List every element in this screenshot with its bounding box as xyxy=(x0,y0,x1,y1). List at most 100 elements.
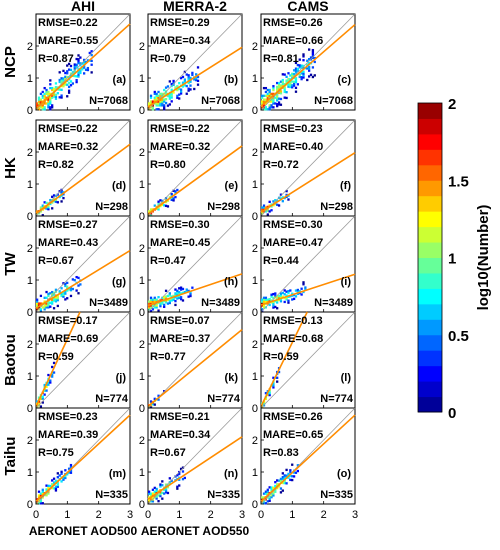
density-cell xyxy=(163,303,166,307)
density-cell xyxy=(39,405,43,408)
density-cell xyxy=(270,301,273,304)
density-cell xyxy=(266,213,269,216)
density-cell xyxy=(178,81,181,85)
density-cell xyxy=(49,100,52,103)
density-cell xyxy=(168,299,171,303)
regression-line xyxy=(35,143,131,215)
stat-label: RMSE=0.21 xyxy=(150,411,210,423)
density-cell xyxy=(264,492,268,495)
panel: 0 1 2 RMSE=0.23 MARE=0.39 R=0.75 (m) N=335 xyxy=(27,407,131,511)
one-to-one-line xyxy=(35,311,131,409)
density-cell xyxy=(168,103,171,106)
density-cell xyxy=(73,71,76,74)
y-tick-label: 0 xyxy=(252,403,258,415)
density-cell xyxy=(155,489,158,493)
density-cell xyxy=(149,304,153,307)
density-cell xyxy=(153,92,156,96)
density-cell xyxy=(183,78,186,81)
density-cell xyxy=(264,90,268,94)
density-cell xyxy=(262,502,266,505)
density-cell xyxy=(52,89,56,92)
density-cell xyxy=(181,287,185,291)
density-cell xyxy=(43,86,46,90)
density-cell xyxy=(268,92,271,96)
density-cell xyxy=(168,95,171,98)
density-cell xyxy=(149,400,153,403)
density-cell xyxy=(266,96,269,99)
density-cell xyxy=(73,65,76,68)
density-cell xyxy=(179,298,183,301)
density-cell xyxy=(54,485,58,488)
density-cell xyxy=(49,484,52,488)
density-cell xyxy=(51,195,54,198)
density-cell xyxy=(287,198,290,201)
density-cell xyxy=(296,292,299,295)
density-cell xyxy=(308,61,311,65)
density-cell xyxy=(49,106,52,109)
density-cell xyxy=(264,397,268,401)
density-cell xyxy=(157,309,160,312)
density-cell xyxy=(90,63,93,66)
density-cell xyxy=(163,204,166,207)
density-cell xyxy=(277,370,281,374)
panel-grid: 012RMSE=0.22MARE=0.55R=0.87(a)N=7068012R… xyxy=(27,13,356,511)
density-cell xyxy=(308,69,311,72)
stat-label: R=0.44 xyxy=(263,255,300,267)
x-tick-label: 2 xyxy=(96,509,102,521)
density-cell xyxy=(37,96,41,99)
density-cell xyxy=(69,469,73,473)
density-cell xyxy=(153,306,156,309)
density-cell xyxy=(67,288,71,291)
density-cell xyxy=(83,72,86,75)
stat-label: R=0.82 xyxy=(38,159,74,171)
density-cell xyxy=(37,98,41,101)
stat-label: MARE=0.45 xyxy=(150,237,210,249)
density-cell xyxy=(41,214,44,217)
density-cell xyxy=(294,80,298,84)
density-cell xyxy=(43,94,46,97)
y-tick-label: 1 xyxy=(252,73,258,85)
density-cell xyxy=(281,477,284,481)
density-cell xyxy=(148,500,151,503)
one-to-one-line xyxy=(147,119,243,217)
density-cell xyxy=(60,94,63,97)
density-cell xyxy=(164,204,168,208)
density-cell xyxy=(294,77,298,80)
density-cell xyxy=(268,497,271,501)
density-cell xyxy=(155,306,158,309)
density-cell xyxy=(170,92,173,95)
density-cell xyxy=(277,97,281,100)
density-cell xyxy=(54,200,58,203)
density-cell xyxy=(193,87,196,91)
density-cell xyxy=(270,94,273,97)
density-cell xyxy=(174,299,177,303)
density-cell xyxy=(149,406,153,409)
density-cell xyxy=(261,102,264,105)
density-cell xyxy=(153,397,156,401)
density-cell xyxy=(64,77,67,80)
density-cell xyxy=(268,495,271,499)
density-cell xyxy=(189,294,192,298)
y-tick-label: 2 xyxy=(252,243,258,255)
density-cell xyxy=(47,302,50,305)
density-cell xyxy=(268,499,271,502)
density-cell xyxy=(47,300,50,303)
density-cell xyxy=(52,361,56,365)
density-cell xyxy=(41,401,44,404)
density-cell xyxy=(189,80,192,83)
density-cell xyxy=(157,104,160,107)
density-cell xyxy=(41,106,44,109)
density-cell xyxy=(170,96,173,99)
stat-label: MARE=0.39 xyxy=(38,429,98,441)
sample-count: N=298 xyxy=(207,201,240,213)
density-cell xyxy=(159,204,162,208)
density-cell xyxy=(311,75,315,79)
density-cell xyxy=(261,304,264,307)
density-cell xyxy=(291,294,294,297)
density-cell xyxy=(58,88,61,91)
density-cell xyxy=(54,86,58,89)
density-cell xyxy=(90,50,93,53)
density-cell xyxy=(157,398,160,401)
x-tick-label: 1 xyxy=(289,509,295,521)
density-cell xyxy=(166,298,170,301)
